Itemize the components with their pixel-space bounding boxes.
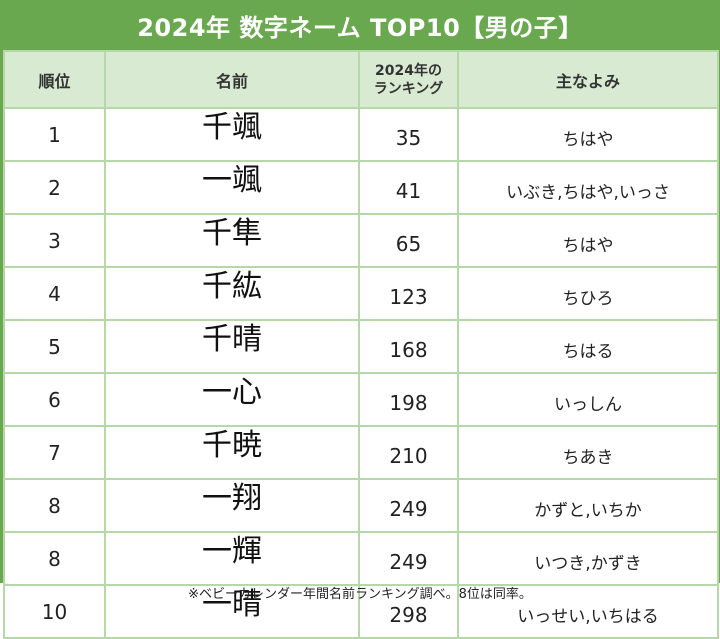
table-row: 2 一颯 41 いぶき,ちはや,いっさ: [3, 160, 719, 215]
rank-cell: 8: [3, 531, 106, 586]
reading-cell: いつき,かずき: [457, 531, 719, 586]
reading-cell: ちはや: [457, 213, 719, 268]
rank-cell: 3: [3, 213, 106, 268]
header-rank: 順位: [3, 50, 106, 109]
table-row: 7 千暁 210 ちあき: [3, 425, 719, 480]
header-ranking: 2024年の ランキング: [358, 50, 459, 109]
table-row: 1 千颯 35 ちはや: [3, 107, 719, 162]
rank-cell: 8: [3, 478, 106, 533]
reading-cell: いぶき,ちはや,いっさ: [457, 160, 719, 215]
header-ranking-line1: 2024年の: [375, 62, 442, 79]
ranking-cell: 35: [358, 107, 459, 162]
header-name: 名前: [104, 50, 360, 109]
ranking-cell: 210: [358, 425, 459, 480]
ranking-cell: 249: [358, 478, 459, 533]
table-row: 5 千晴 168 ちはる: [3, 319, 719, 374]
ranking-cell: 249: [358, 531, 459, 586]
table-row: 4 千紘 123 ちひろ: [3, 266, 719, 321]
name-cell: 一翔: [104, 478, 360, 533]
rank-cell: 4: [3, 266, 106, 321]
reading-cell: かずと,いちか: [457, 478, 719, 533]
name-cell: 一心: [104, 372, 360, 427]
ranking-cell: 41: [358, 160, 459, 215]
reading-cell: ちあき: [457, 425, 719, 480]
header-ranking-line2: ランキング: [373, 80, 444, 97]
rank-cell: 7: [3, 425, 106, 480]
rank-cell: 2: [3, 160, 106, 215]
rank-cell: 6: [3, 372, 106, 427]
ranking-table: 順位 名前 2024年の ランキング 主なよみ 1 千颯 35 ちはや 2 一颯 41 いぶ…: [3, 50, 719, 639]
header-row: 順位 名前 2024年の ランキング 主なよみ: [3, 50, 719, 109]
reading-cell: ちはや: [457, 107, 719, 162]
name-cell: 一颯: [104, 160, 360, 215]
name-cell: 千暁: [104, 425, 360, 480]
name-cell: 千紘: [104, 266, 360, 321]
rank-cell: 5: [3, 319, 106, 374]
reading-cell: いっしん: [457, 372, 719, 427]
ranking-cell: 65: [358, 213, 459, 268]
header-reading: 主なよみ: [457, 50, 719, 109]
name-cell: 千颯: [104, 107, 360, 162]
table-row: 6 一心 198 いっしん: [3, 372, 719, 427]
name-cell: 千隼: [104, 213, 360, 268]
ranking-cell: 198: [358, 372, 459, 427]
name-cell: 千晴: [104, 319, 360, 374]
ranking-cell: 123: [358, 266, 459, 321]
page-title: 2024年 数字ネーム TOP10【男の子】: [0, 0, 720, 50]
footnote: ※ベビーカレンダー年間名前ランキング調べ。8位は同率。: [188, 587, 532, 602]
table-row: 8 一翔 249 かずと,いちか: [3, 478, 719, 533]
reading-cell: ちひろ: [457, 266, 719, 321]
ranking-cell: 168: [358, 319, 459, 374]
name-cell: 一輝: [104, 531, 360, 586]
reading-cell: ちはる: [457, 319, 719, 374]
table-row: 8 一輝 249 いつき,かずき: [3, 531, 719, 586]
table-row: 3 千隼 65 ちはや: [3, 213, 719, 268]
rank-cell: 1: [3, 107, 106, 162]
